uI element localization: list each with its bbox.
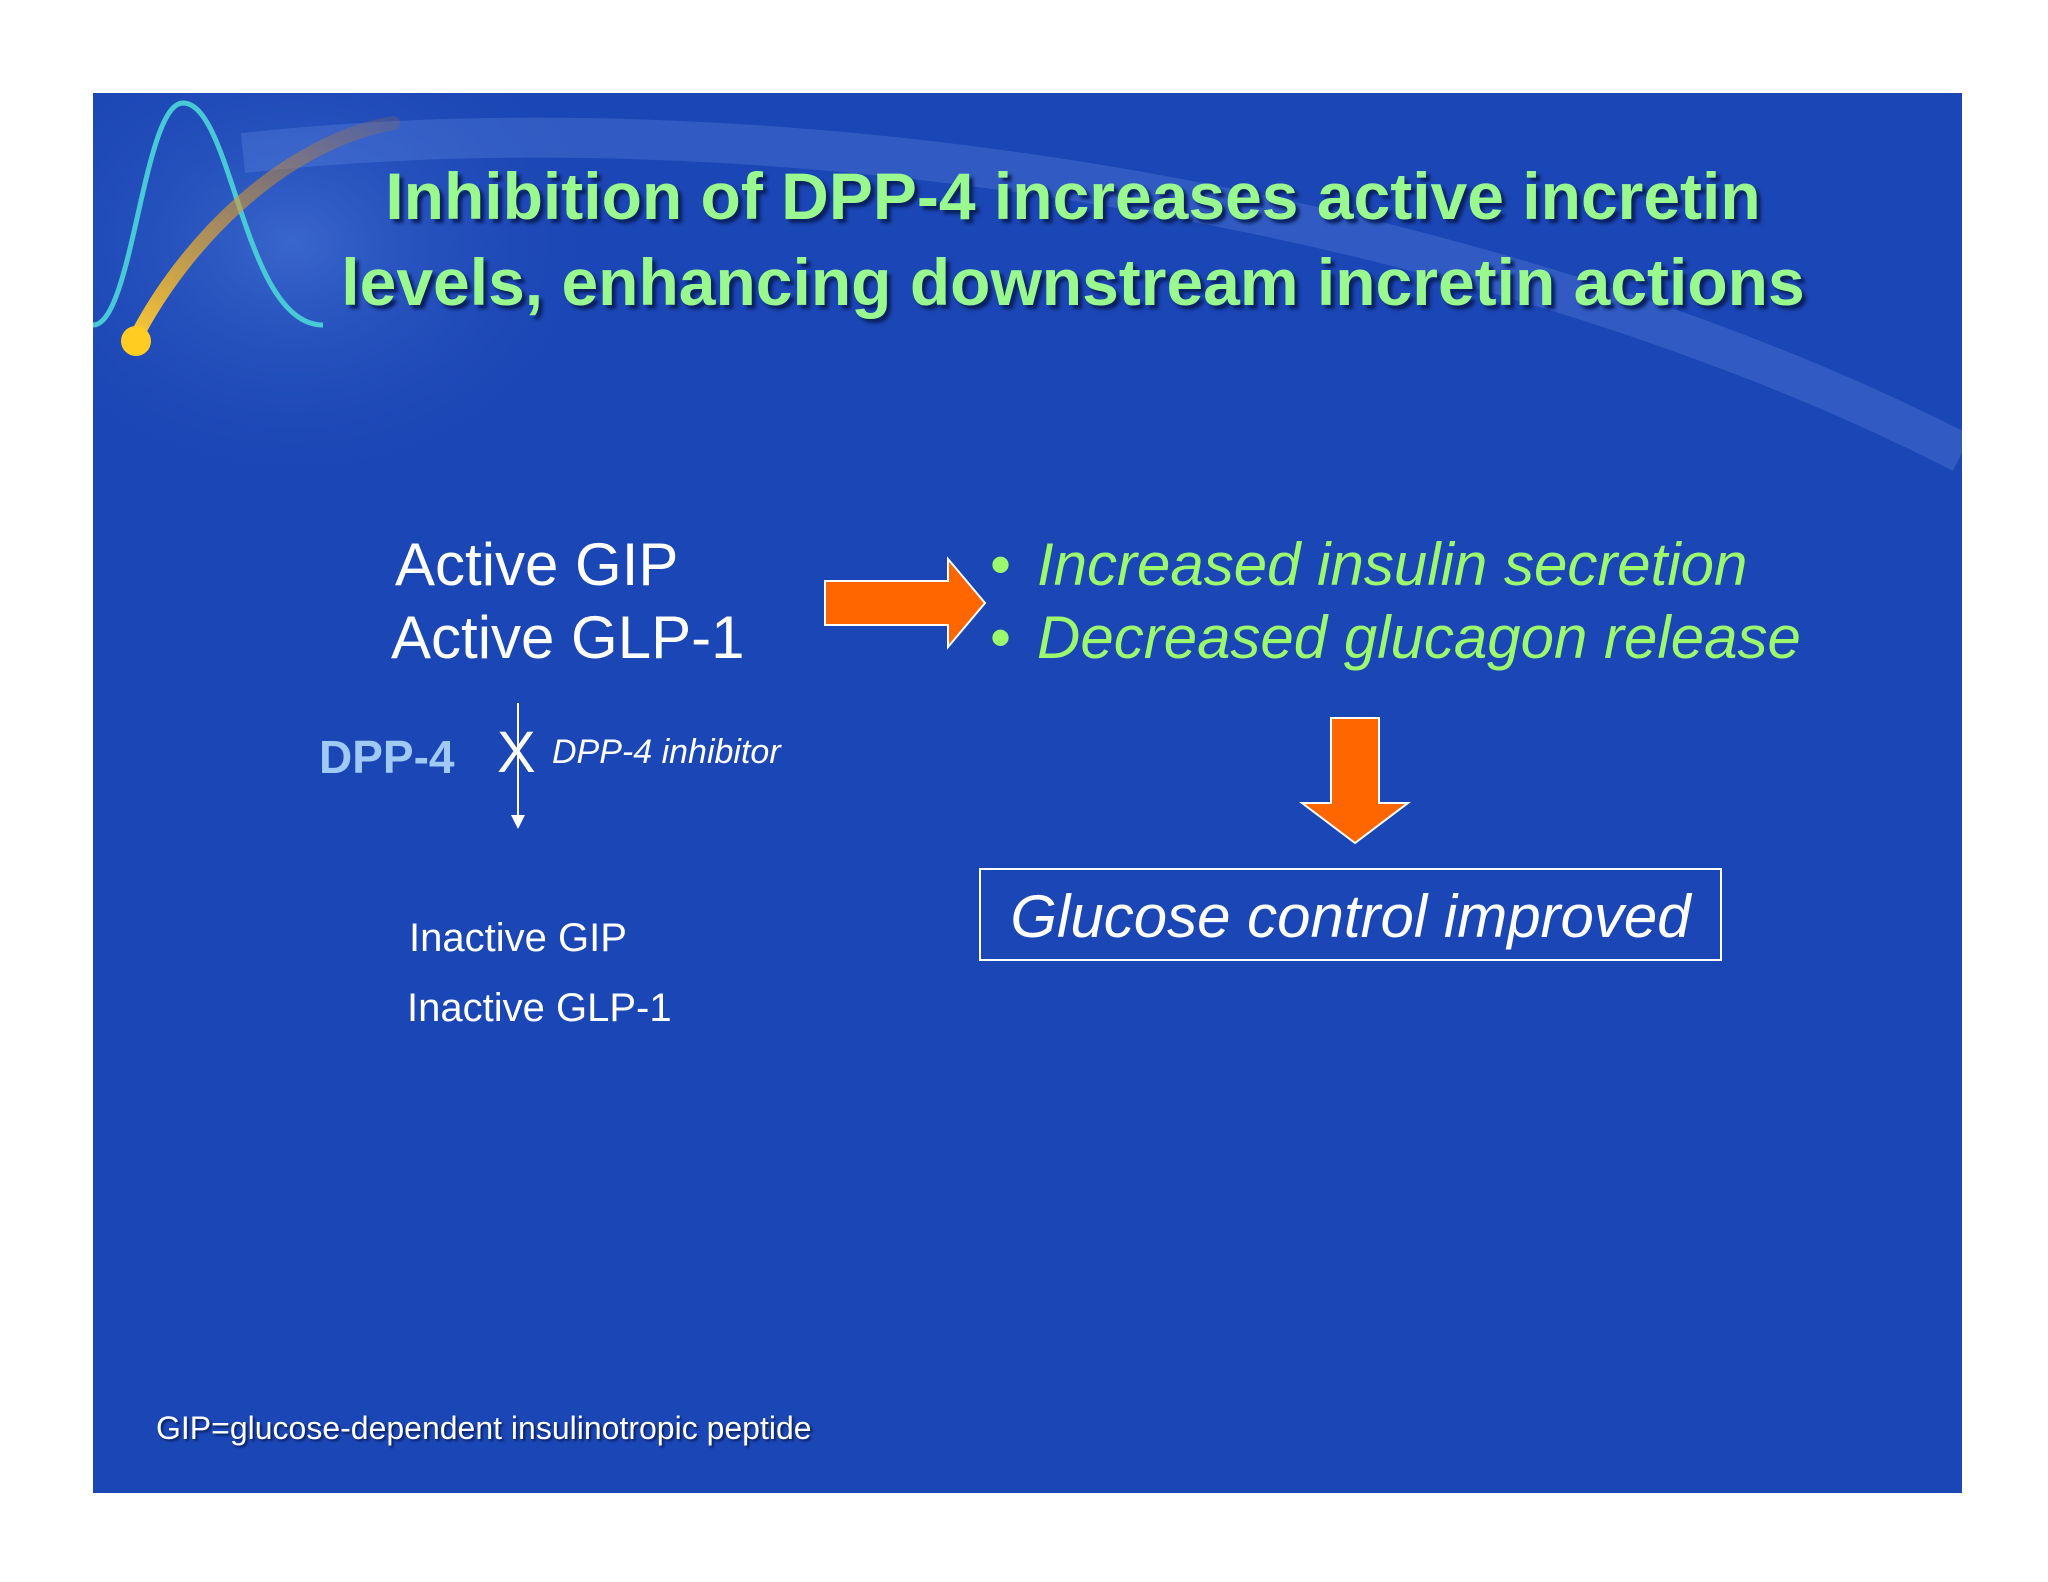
gold-dot-icon [121,326,151,356]
decorative-swoosh [93,93,1962,503]
footnote: GIP=glucose-dependent insulinotropic pep… [156,1410,812,1446]
dpp4-enzyme-label: DPP-4 [319,731,455,783]
title-line-2: levels, enhancing downstream incretin ac… [341,245,1805,319]
active-glp1-label: Active GLP-1 [391,604,745,671]
effect-text: Increased insulin secretion [1037,531,1748,598]
dpp4-inhibitor-label: DPP-4 inhibitor [552,733,781,771]
right-arrow-icon [824,556,987,650]
effect-text: Decreased glucagon release [1037,604,1801,671]
degradation-arrowhead-icon [511,815,525,829]
effect-item-insulin: • Increased insulin secretion [990,530,1747,599]
diagram-arrows [511,556,1411,845]
title-line-1: Inhibition of DPP-4 increases active inc… [385,159,1761,233]
slide: Inhibition of DPP-4 increases active inc… [93,93,1962,1493]
block-x-mark: X [497,720,536,785]
slide-title: Inhibition of DPP-4 increases active inc… [283,153,1863,325]
outcome-box: Glucose control improved [979,868,1722,961]
down-arrow-icon [1299,717,1411,845]
bullet-icon: • [990,604,1012,671]
effect-item-glucagon: • Decreased glucagon release [990,603,1801,672]
inactive-gip-label: Inactive GIP [409,916,627,960]
bullet-icon: • [990,531,1012,598]
outcome-text: Glucose control improved [1010,883,1691,950]
inactive-glp1-label: Inactive GLP-1 [407,986,672,1030]
active-gip-label: Active GIP [395,531,679,598]
